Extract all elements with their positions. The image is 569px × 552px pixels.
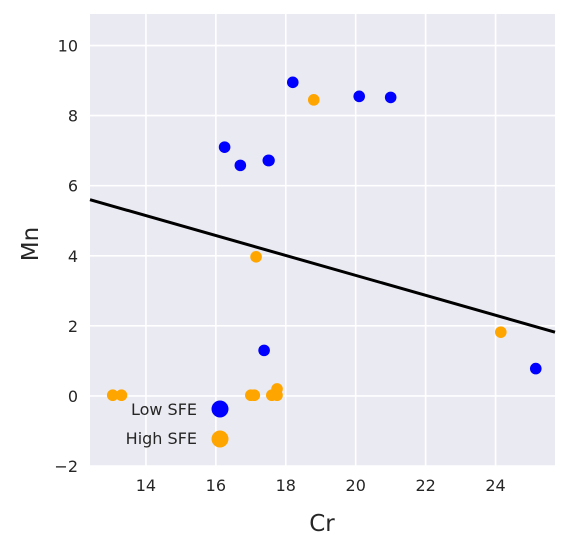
- data-point-high-sfe: [307, 94, 320, 106]
- x-tick-label: 20: [346, 476, 366, 495]
- plot-background: [90, 14, 555, 466]
- data-point-low-sfe: [218, 141, 231, 153]
- y-tick-label: 10: [58, 37, 78, 56]
- trend-line: [89, 198, 556, 334]
- legend-marker-high-sfe: [211, 430, 229, 448]
- data-point-low-sfe: [234, 159, 247, 172]
- x-tick-label: 24: [485, 476, 505, 495]
- x-tick-label: 22: [415, 476, 435, 495]
- data-point-high-sfe: [250, 251, 262, 263]
- data-point-high-sfe: [248, 389, 261, 402]
- data-point-low-sfe: [384, 91, 397, 104]
- y-tick-label: 8: [68, 107, 78, 126]
- legend: Low SFE High SFE: [126, 400, 229, 448]
- y-tick-label: 6: [68, 177, 78, 196]
- data-point-low-sfe: [286, 76, 299, 89]
- grid: [90, 14, 555, 467]
- x-tick-label: 16: [206, 476, 226, 495]
- chart-marks: [89, 76, 556, 402]
- x-axis-label: Cr: [309, 511, 335, 537]
- y-tick-label: −2: [54, 457, 78, 476]
- data-point-high-sfe: [495, 326, 507, 338]
- y-tick-label: 4: [68, 247, 78, 266]
- x-tick-label: 18: [276, 476, 296, 495]
- data-point-high-sfe: [271, 383, 283, 395]
- legend-label-high-sfe: High SFE: [126, 429, 197, 448]
- y-tick-label: 2: [68, 317, 78, 336]
- y-tick-label: 0: [68, 387, 78, 406]
- data-point-low-sfe: [263, 154, 275, 167]
- data-point-low-sfe: [529, 362, 542, 375]
- legend-marker-low-sfe: [211, 400, 229, 418]
- data-point-low-sfe: [258, 344, 270, 357]
- x-tick-label: 14: [136, 476, 156, 495]
- y-axis-label: Mn: [18, 227, 44, 261]
- data-point-high-sfe: [106, 389, 119, 402]
- data-point-high-sfe: [115, 389, 128, 402]
- legend-label-low-sfe: Low SFE: [131, 400, 197, 419]
- data-point-low-sfe: [353, 90, 366, 103]
